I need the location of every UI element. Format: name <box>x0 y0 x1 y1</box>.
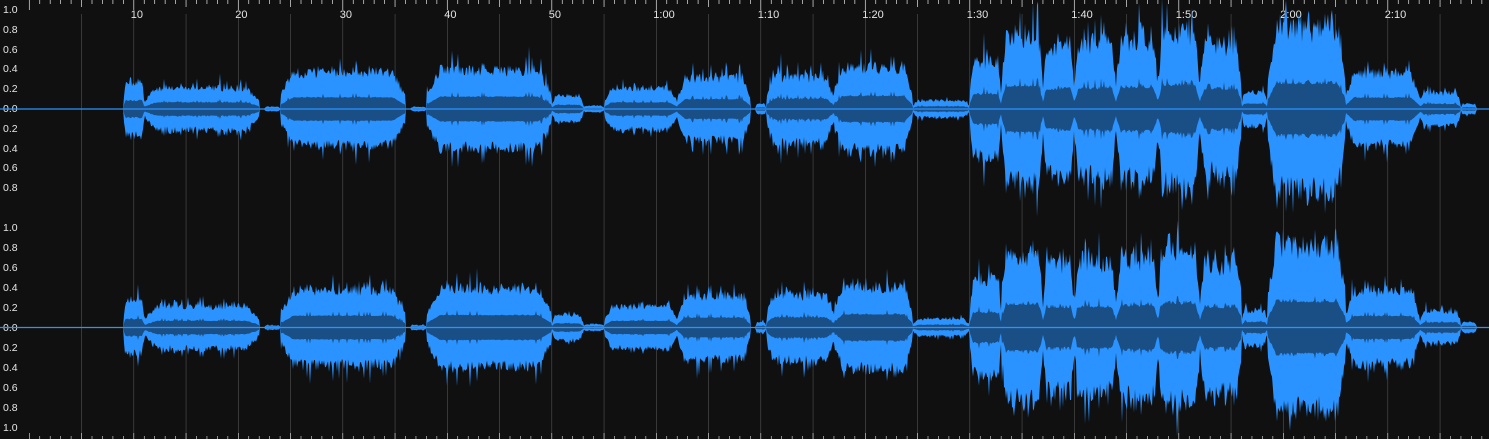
amplitude-tick-label: 0.4 <box>3 63 18 76</box>
time-ruler-label: 40 <box>444 9 456 21</box>
amplitude-tick-label: 0.6 <box>3 43 18 56</box>
amplitude-tick-label: 0.4 <box>3 361 18 374</box>
amplitude-tick-label: 0.6 <box>3 381 18 394</box>
bottom-tick-strip <box>28 433 1483 439</box>
time-ruler-label: 50 <box>549 9 561 21</box>
time-ruler-label: 20 <box>235 9 247 21</box>
amplitude-tick-label: 0.6 <box>3 261 18 274</box>
amplitude-tick-label: 0.4 <box>3 142 18 155</box>
time-ruler-label: 30 <box>340 9 352 21</box>
amplitude-tick-label: 0.8 <box>3 241 18 254</box>
amplitude-tick-label: 1.0 <box>3 4 18 16</box>
amplitude-tick-label: 0.4 <box>3 281 18 294</box>
time-ruler-label: 1:30 <box>967 9 988 21</box>
time-ruler-label: 1:50 <box>1176 9 1197 21</box>
time-ruler[interactable]: 10 20 30 40 50 1:00 1:10 1:20 1:30 1:40 1:50 2:00 2:… <box>28 0 1489 21</box>
time-ruler-label: 2:10 <box>1385 9 1406 21</box>
amplitude-tick-label: 0.2 <box>3 122 18 135</box>
amplitude-tick-label: 1.0 <box>3 221 18 234</box>
amplitude-scale: 1.0 0.8 0.6 0.4 0.2 0.0 0.2 0.4 0.6 0.8 1.0 0.8 0.6… <box>0 0 30 439</box>
amplitude-tick-label: 0.8 <box>3 401 18 414</box>
amplitude-tick-label: 0.8 <box>3 23 18 36</box>
time-ruler-label: 1:00 <box>653 9 674 21</box>
amplitude-tick-label: 0.2 <box>3 301 18 314</box>
amplitude-tick-label: 0.2 <box>3 341 18 354</box>
amplitude-tick-label: 0.8 <box>3 182 18 195</box>
channel-2-waveform[interactable] <box>0 220 1489 437</box>
amplitude-tick-label: 0.6 <box>3 162 18 175</box>
time-ruler-label: 10 <box>131 9 143 21</box>
amplitude-tick-label: 1.0 <box>3 421 18 434</box>
amplitude-tick-label: 0.2 <box>3 83 18 96</box>
time-ruler-label: 1:10 <box>758 9 779 21</box>
time-ruler-label: 1:20 <box>862 9 883 21</box>
channel-1-waveform[interactable] <box>0 0 1489 217</box>
time-ruler-label: 1:40 <box>1071 9 1092 21</box>
